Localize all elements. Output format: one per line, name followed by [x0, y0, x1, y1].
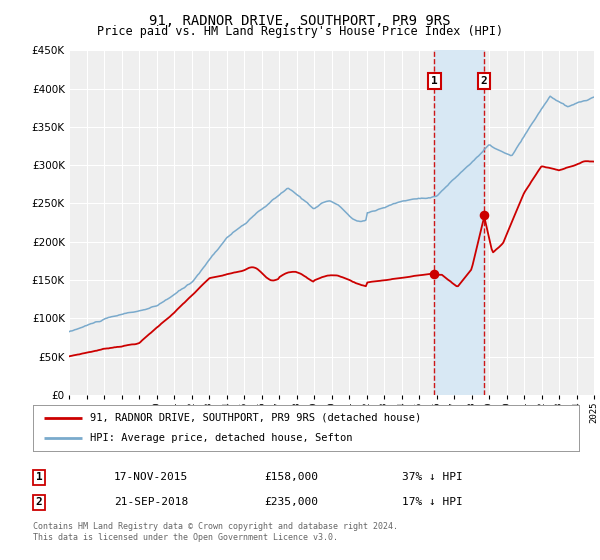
Point: [430, 269, 439, 278]
Bar: [434, 50, 484, 395]
Text: £235,000: £235,000: [264, 497, 318, 507]
Text: This data is licensed under the Open Government Licence v3.0.: This data is licensed under the Open Gov…: [33, 533, 338, 542]
Text: Contains HM Land Registry data © Crown copyright and database right 2024.: Contains HM Land Registry data © Crown c…: [33, 522, 398, 531]
Text: £158,000: £158,000: [264, 472, 318, 482]
Text: Price paid vs. HM Land Registry's House Price Index (HPI): Price paid vs. HM Land Registry's House …: [97, 25, 503, 38]
Point: [479, 211, 489, 220]
Text: HPI: Average price, detached house, Sefton: HPI: Average price, detached house, Seft…: [91, 433, 353, 444]
Text: 91, RADNOR DRIVE, SOUTHPORT, PR9 9RS: 91, RADNOR DRIVE, SOUTHPORT, PR9 9RS: [149, 14, 451, 28]
Text: 17% ↓ HPI: 17% ↓ HPI: [402, 497, 463, 507]
Text: 1: 1: [35, 472, 43, 482]
Text: 1: 1: [431, 76, 438, 86]
Text: 21-SEP-2018: 21-SEP-2018: [114, 497, 188, 507]
Text: 91, RADNOR DRIVE, SOUTHPORT, PR9 9RS (detached house): 91, RADNOR DRIVE, SOUTHPORT, PR9 9RS (de…: [91, 413, 422, 423]
Text: 2: 2: [35, 497, 43, 507]
Text: 2: 2: [481, 76, 487, 86]
Text: 37% ↓ HPI: 37% ↓ HPI: [402, 472, 463, 482]
Text: 17-NOV-2015: 17-NOV-2015: [114, 472, 188, 482]
